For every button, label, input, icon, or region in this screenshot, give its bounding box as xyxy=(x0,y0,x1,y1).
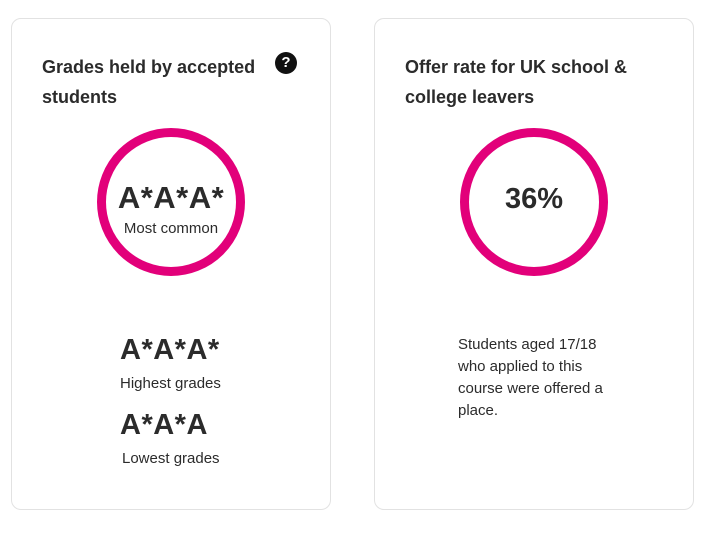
most-common-label: Most common xyxy=(123,220,219,237)
most-common-ring: A*A*A* Most common xyxy=(97,128,245,276)
lowest-grade-value: A*A*A xyxy=(120,409,208,441)
offer-rate-description: Students aged 17/18 who applied to this … xyxy=(458,336,603,419)
grades-card: Grades held by accepted students ? A*A*A… xyxy=(11,18,331,510)
offer-rate-card-title: Offer rate for UK school & college leave… xyxy=(405,57,628,107)
offer-rate-value: 36% xyxy=(504,183,564,215)
grades-card-title: Grades held by accepted students xyxy=(42,57,256,107)
offer-rate-card: Offer rate for UK school & college leave… xyxy=(374,18,694,510)
most-common-grade: A*A*A* xyxy=(117,180,225,215)
highest-grade-label: Highest grades xyxy=(120,375,221,392)
offer-rate-ring: 36% xyxy=(460,128,608,276)
lowest-grade-label: Lowest grades xyxy=(122,450,220,467)
highest-grade-value: A*A*A* xyxy=(120,334,220,366)
question-circle-icon[interactable]: ? xyxy=(275,52,297,74)
